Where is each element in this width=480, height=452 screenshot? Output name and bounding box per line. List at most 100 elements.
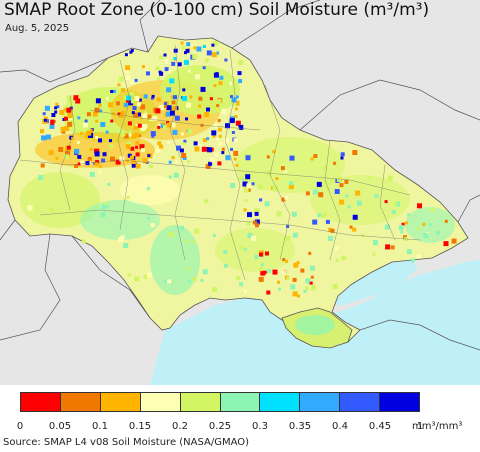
moisture-pixel	[225, 123, 230, 129]
moisture-pixel	[186, 160, 190, 164]
moisture-pixel	[292, 291, 298, 297]
moisture-pixel	[74, 164, 79, 168]
moisture-pixel	[163, 280, 167, 284]
moisture-pixel	[177, 62, 182, 67]
moisture-pixel	[352, 227, 357, 232]
moisture-pixel	[157, 123, 161, 127]
moisture-pixel	[317, 213, 322, 218]
moisture-pixel	[139, 144, 145, 150]
moisture-pixel	[293, 262, 299, 268]
moisture-pixel	[193, 141, 198, 146]
moisture-pixel	[118, 237, 124, 243]
moisture-pixel	[60, 126, 66, 132]
moisture-pixel	[59, 109, 65, 115]
moisture-pixel	[334, 246, 339, 251]
moisture-pixel	[89, 147, 93, 151]
moisture-pixel	[236, 276, 241, 281]
moisture-pixel	[211, 43, 215, 47]
moisture-pixel	[215, 72, 219, 76]
moisture-pixel	[182, 96, 187, 101]
moisture-pixel	[145, 124, 149, 128]
color-legend	[20, 392, 420, 412]
moisture-pixel	[416, 254, 421, 259]
moisture-pixel	[255, 223, 259, 228]
moisture-pixel	[185, 117, 188, 121]
moisture-pixel	[142, 158, 148, 164]
moisture-pixel	[195, 74, 201, 80]
moisture-pixel	[98, 103, 102, 107]
moisture-pixel	[106, 96, 110, 100]
moisture-pixel	[224, 58, 228, 62]
moisture-pixel	[267, 269, 272, 274]
moisture-pixel	[395, 201, 401, 207]
moisture-pixel	[55, 102, 59, 106]
moisture-pixel	[212, 134, 216, 138]
moisture-pixel	[164, 67, 169, 72]
moisture-pixel	[336, 176, 342, 182]
moisture-pixel	[213, 72, 219, 78]
moisture-pixel	[224, 138, 230, 144]
moisture-pixel	[151, 94, 155, 98]
moisture-pixel	[328, 235, 333, 241]
moisture-pixel	[192, 277, 197, 282]
moisture-pixel	[193, 46, 197, 50]
moisture-pixel	[137, 123, 142, 128]
moisture-pixel	[163, 125, 167, 130]
moisture-pixel	[234, 107, 238, 111]
soil-moisture-map	[0, 0, 480, 385]
moisture-pixel	[401, 222, 405, 226]
moisture-pixel	[218, 142, 223, 146]
moisture-pixel	[95, 136, 99, 139]
moisture-pixel	[120, 88, 125, 93]
legend-tick-label: 0.15	[128, 421, 152, 432]
moisture-pixel	[179, 148, 184, 153]
moisture-pixel	[284, 170, 288, 174]
moisture-pixel	[42, 112, 46, 116]
moisture-pixel	[303, 289, 307, 293]
moisture-pixel	[187, 69, 191, 73]
moisture-pixel	[411, 258, 415, 263]
moisture-pixel	[125, 75, 131, 81]
moisture-pixel	[199, 143, 203, 147]
map-date: Aug. 5, 2025	[5, 23, 70, 34]
moisture-pixel	[104, 203, 109, 208]
moisture-pixel	[168, 160, 172, 164]
moisture-pixel	[164, 58, 169, 63]
moisture-pixel	[212, 287, 218, 293]
moisture-pixel	[85, 134, 90, 139]
moisture-pixel	[305, 286, 309, 291]
moisture-pixel	[189, 95, 193, 99]
moisture-pixels	[27, 41, 457, 298]
moisture-pixel	[328, 227, 333, 232]
moisture-pixel	[64, 116, 68, 121]
moisture-pixel	[297, 294, 300, 298]
moisture-pixel	[309, 265, 315, 271]
moisture-pixel	[236, 127, 240, 131]
moisture-pixel	[206, 137, 210, 141]
moisture-pixel	[313, 154, 318, 158]
moisture-pixel	[281, 197, 286, 202]
moisture-pixel	[280, 166, 285, 171]
moisture-pixel	[282, 258, 286, 262]
moisture-pixel	[223, 250, 228, 255]
moisture-pixel	[218, 81, 223, 86]
moisture-pixel	[71, 136, 75, 140]
moisture-pixel	[374, 193, 379, 198]
moisture-pixel	[213, 84, 217, 88]
moisture-pixel	[54, 110, 58, 114]
legend-swatch	[340, 393, 381, 411]
moisture-pixel	[423, 233, 429, 239]
moisture-pixel	[137, 112, 141, 117]
legend-swatch	[220, 393, 261, 411]
moisture-pixel	[290, 284, 296, 290]
moisture-pixel	[230, 147, 233, 151]
moisture-pixel	[361, 234, 365, 237]
moisture-pixel	[149, 118, 153, 122]
moisture-pixel	[385, 224, 390, 230]
moisture-pixel	[233, 150, 239, 156]
moisture-pixel	[167, 140, 171, 144]
moisture-pixel	[372, 252, 376, 256]
moisture-pixel	[343, 257, 347, 261]
moisture-pixel	[191, 240, 195, 244]
moisture-pixel	[323, 165, 328, 170]
